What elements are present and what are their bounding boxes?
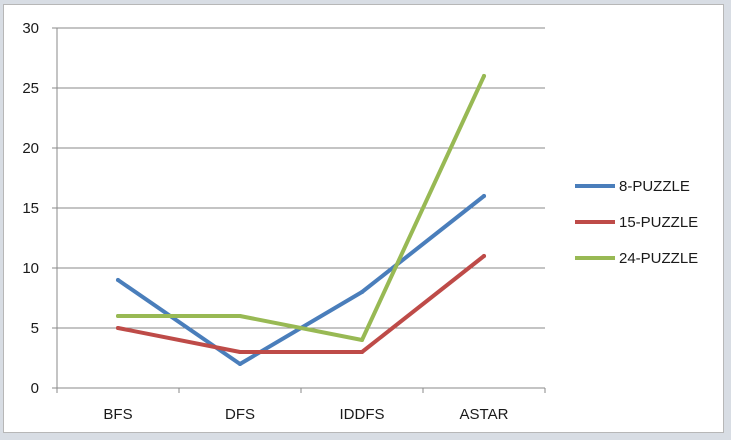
y-tick-label: 30 [22,20,39,37]
data-point-15-puzzle [482,254,486,258]
legend-label-24-puzzle: 24-PUZZLE [619,250,698,267]
data-point-24-puzzle [116,314,120,318]
series-lines [116,74,486,366]
data-point-15-puzzle [360,350,364,354]
y-tick-label: 0 [31,380,39,397]
series-line-15-puzzle [116,254,486,354]
data-point-8-puzzle [238,362,242,366]
data-point-24-puzzle [238,314,242,318]
gridlines [57,27,545,329]
x-tick-label-iddfs: IDDFS [340,406,385,423]
x-tick-label-bfs: BFS [103,406,132,423]
data-point-24-puzzle [360,338,364,342]
data-point-8-puzzle [116,278,120,282]
data-point-15-puzzle [116,326,120,330]
data-point-8-puzzle [360,290,364,294]
chart-area: 0 5 10 15 20 25 30 BFS DFS IDDFS ASTAR 8-PUZZLE 15… [3,4,724,433]
x-tick-label-astar: ASTAR [460,406,509,423]
legend-label-15-puzzle: 15-PUZZLE [619,214,698,231]
series-line-24-puzzle [116,74,486,342]
y-tick-label: 5 [31,320,39,337]
legend: 8-PUZZLE 15-PUZZLE 24-PUZZLE [575,178,698,267]
data-point-15-puzzle [238,350,242,354]
data-point-8-puzzle [482,194,486,198]
y-tick-label: 10 [22,260,39,277]
x-axis: BFS DFS IDDFS ASTAR [56,387,546,423]
data-point-24-puzzle [482,74,486,78]
line-chart: 0 5 10 15 20 25 30 BFS DFS IDDFS ASTAR 8-PUZZLE 15… [22,20,698,423]
y-axis: 0 5 10 15 20 25 30 [22,20,58,397]
y-tick-label: 20 [22,140,39,157]
y-tick-label: 25 [22,80,39,97]
y-tick-label: 15 [22,200,39,217]
legend-label-8-puzzle: 8-PUZZLE [619,178,690,195]
x-tick-label-dfs: DFS [225,406,255,423]
